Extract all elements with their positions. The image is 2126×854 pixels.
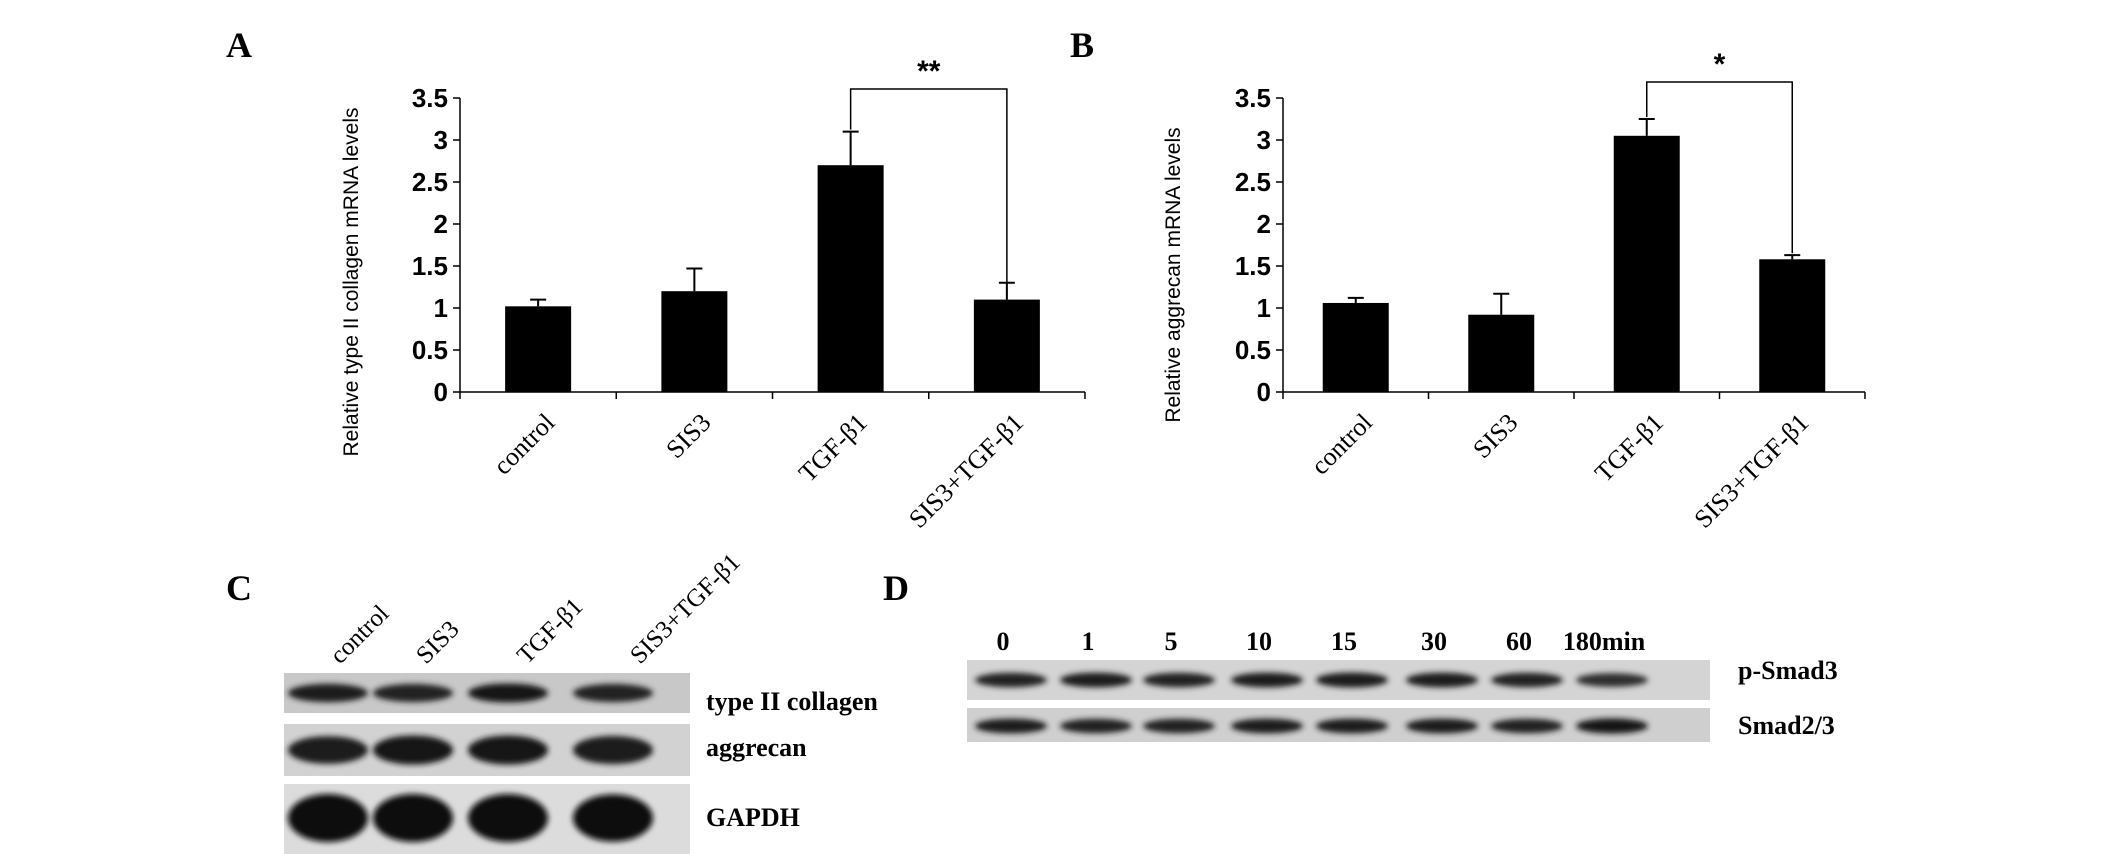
chart-b-ytick-label: 0.5 — [1235, 335, 1271, 365]
blot-d-band-p-smad3-15 — [1316, 672, 1388, 688]
chart-b-bar-tgf-b1 — [1613, 135, 1680, 393]
blot-d-band-p-smad3-30 — [1406, 672, 1478, 688]
blot-c-label-gapdh: GAPDH — [706, 803, 800, 832]
chart-a: Relative type II collagen mRNA levels 0 0… — [340, 55, 1086, 534]
chart-a-ylabel: Relative type II collagen mRNA levels — [340, 108, 363, 457]
chart-a-xtick-label-sis3-tgf-b1: SIS3+TGF-β1 — [903, 408, 1029, 534]
blot-c-band-gapdh-sis3 — [373, 794, 453, 842]
chart-a-ytick-label: 2.5 — [412, 167, 448, 197]
blot-d-band-p-smad3-10 — [1231, 672, 1303, 688]
blot-c-band-type-ii-collagen-sis3 — [373, 683, 453, 703]
chart-a-bar-tgf-b1 — [817, 165, 884, 392]
blot-d-time-label-15: 15 — [1331, 627, 1357, 656]
chart-b-ytick-label: 2 — [1257, 209, 1271, 239]
chart-a-ytick-label: 1 — [434, 293, 448, 323]
blot-c-lane-tgf-b1: TGF-β1 — [512, 593, 588, 669]
chart-b-ytick-label: 0 — [1257, 377, 1271, 407]
blot-c-band-type-ii-collagen-control — [288, 683, 368, 703]
chart-b-xtick-label-tgf-b1: TGF-β1 — [1589, 408, 1669, 488]
chart-a-ytick-label: 3.5 — [412, 83, 448, 113]
chart-a-ytick-label: 0.5 — [412, 335, 448, 365]
chart-b-significance-label: * — [1714, 48, 1726, 81]
blot-c-band-aggrecan-sis3 — [373, 735, 453, 765]
blot-d-band-p-smad3-1 — [1060, 672, 1132, 688]
blot-c-lane-control: control — [325, 600, 394, 669]
chart-a-ytick-label: 1.5 — [412, 251, 448, 281]
blot-d-band-p-smad3-5 — [1143, 672, 1215, 688]
chart-a-xtick-label-control: control — [488, 408, 561, 481]
blot-d-band-smad2-3-30 — [1406, 718, 1478, 734]
blot-d-time-label-0: 0 — [997, 627, 1010, 656]
blot-d-band-smad2-3-10 — [1231, 718, 1303, 734]
blot-c-label-type-ii-collagen: type II collagen — [706, 687, 878, 716]
chart-a-ytick-label: 2 — [434, 209, 448, 239]
blot-d-time-label-1: 1 — [1082, 627, 1095, 656]
blot-d-band-p-smad3-60 — [1491, 672, 1563, 688]
blot-c-band-type-ii-collagen-sis3-tgf-b1 — [573, 683, 653, 703]
blot-c-label-aggrecan: aggrecan — [706, 733, 807, 762]
chart-a-significance-bracket — [849, 88, 1008, 283]
panel-label-b: B — [1070, 25, 1094, 65]
chart-a-ytick-label: 3 — [434, 125, 448, 155]
blot-d-band-smad2-3-60 — [1491, 718, 1563, 734]
blot-c-band-gapdh-control — [288, 794, 368, 842]
chart-b: Relative aggrecan mRNA levels 0 0.5 1 1.5 2 2… — [1162, 48, 1866, 534]
chart-b-bar-sis3 — [1468, 314, 1535, 392]
panel-label-a: A — [226, 25, 252, 65]
blot-c-lane-sis3: SIS3 — [411, 616, 464, 669]
western-blot-c: type II collagen aggrecan GAPDH control … — [284, 549, 878, 854]
blot-c-band-aggrecan-sis3-tgf-b1 — [573, 735, 653, 765]
blot-d-time-label-180min: 180min — [1563, 627, 1646, 656]
panel-label-d: D — [883, 568, 909, 608]
blot-d-band-p-smad3-180min — [1576, 673, 1648, 687]
blot-c-band-gapdh-sis3-tgf-b1 — [573, 794, 653, 842]
blot-d-time-label-30: 30 — [1421, 627, 1447, 656]
western-blot-d: p-Smad3 Smad2/3 0 1 5 10 15 30 60 180min — [967, 627, 1838, 742]
blot-d-band-smad2-3-180min — [1576, 718, 1648, 734]
chart-a-xtick-label-tgf-b1: TGF-β1 — [793, 408, 873, 488]
blot-d-band-p-smad3-0 — [975, 672, 1047, 688]
chart-b-ytick-label: 1 — [1257, 293, 1271, 323]
chart-b-ylabel: Relative aggrecan mRNA levels — [1162, 127, 1185, 422]
chart-a-bar-sis3-tgf-b1 — [973, 299, 1040, 392]
chart-b-xtick-label-sis3: SIS3 — [1467, 408, 1523, 464]
panel-label-c: C — [226, 568, 252, 608]
blot-d-band-smad2-3-5 — [1143, 718, 1215, 734]
blot-d-band-smad2-3-1 — [1060, 718, 1132, 734]
blot-d-time-label-10: 10 — [1246, 627, 1272, 656]
chart-a-bar-control — [505, 306, 572, 392]
chart-a-ytick-label: 0 — [434, 377, 448, 407]
chart-b-xtick-label-sis3-tgf-b1: SIS3+TGF-β1 — [1688, 408, 1814, 534]
blot-c-lane-sis3-tgf-b1: SIS3+TGF-β1 — [625, 549, 746, 670]
blot-c-band-aggrecan-control — [288, 736, 368, 764]
chart-a-xtick-label-sis3: SIS3 — [660, 408, 716, 464]
blot-d-band-smad2-3-15 — [1316, 718, 1388, 734]
chart-b-ytick-label: 1.5 — [1235, 251, 1271, 281]
chart-b-ytick-label: 2.5 — [1235, 167, 1271, 197]
chart-a-bar-sis3 — [661, 291, 728, 392]
chart-a-significance-label: ** — [917, 55, 941, 88]
chart-b-xtick-label-control: control — [1305, 408, 1378, 481]
blot-d-band-smad2-3-0 — [975, 718, 1047, 734]
blot-c-band-aggrecan-tgf-b1 — [468, 735, 548, 765]
chart-b-ytick-label: 3 — [1257, 125, 1271, 155]
blot-d-time-label-5: 5 — [1165, 627, 1178, 656]
blot-d-label-smad2-3: Smad2/3 — [1738, 711, 1835, 740]
blot-d-time-label-60: 60 — [1506, 627, 1532, 656]
chart-b-ytick-label: 3.5 — [1235, 83, 1271, 113]
blot-c-band-type-ii-collagen-tgf-b1 — [468, 683, 548, 703]
blot-c-band-gapdh-tgf-b1 — [468, 794, 548, 842]
chart-b-bar-sis3-tgf-b1 — [1759, 259, 1826, 392]
blot-d-label-p-smad3: p-Smad3 — [1738, 656, 1838, 685]
chart-b-significance-bracket — [1646, 81, 1793, 254]
chart-b-bar-control — [1322, 302, 1389, 392]
